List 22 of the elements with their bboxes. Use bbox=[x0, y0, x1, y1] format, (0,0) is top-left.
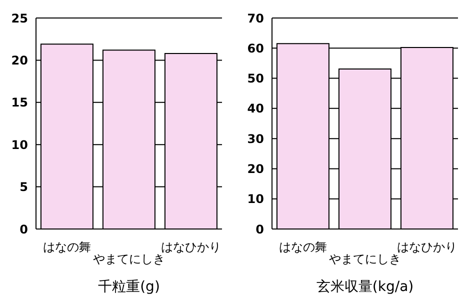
y-tick-label: 30 bbox=[247, 132, 264, 146]
x-tick-label: やまてにしき bbox=[329, 252, 401, 266]
y-tick-label: 60 bbox=[247, 41, 264, 56]
y-tick-label: 25 bbox=[11, 11, 28, 26]
y-tick-label: 40 bbox=[247, 102, 264, 116]
y-tick-label: 10 bbox=[247, 192, 264, 206]
x-tick-label: はなの舞 bbox=[43, 240, 91, 254]
x-axis-title: 千粒重(g) bbox=[98, 279, 160, 295]
y-tick-label: 10 bbox=[11, 138, 28, 152]
x-tick-label: はなの舞 bbox=[279, 240, 327, 254]
y-tick-label: 0 bbox=[20, 222, 28, 236]
y-tick-label: 20 bbox=[247, 162, 264, 176]
y-tick-label: 0 bbox=[256, 222, 264, 236]
x-tick-label: はなひかり bbox=[161, 240, 221, 254]
y-tick-label: 15 bbox=[11, 96, 28, 110]
y-tick-label: 20 bbox=[11, 53, 28, 68]
x-tick-label: やまてにしき bbox=[93, 252, 165, 266]
x-axis-title: 玄米収量(kg/a) bbox=[316, 279, 414, 295]
y-tick-label: 70 bbox=[247, 11, 264, 26]
y-tick-label: 50 bbox=[247, 72, 264, 86]
y-tick-label: 5 bbox=[20, 180, 28, 194]
x-tick-label: はなひかり bbox=[397, 240, 457, 254]
